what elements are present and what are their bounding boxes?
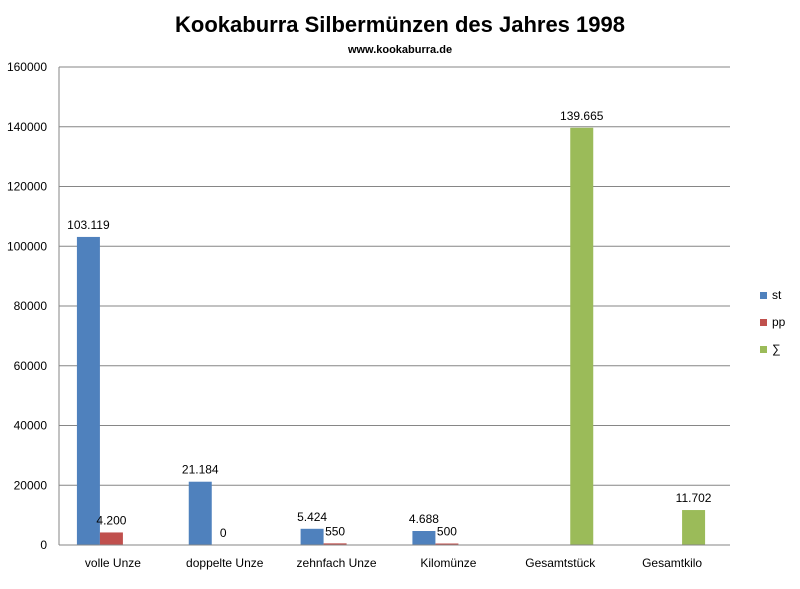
data-label: 550 bbox=[325, 524, 345, 538]
y-tick-label: 100000 bbox=[7, 239, 47, 253]
bar-st bbox=[300, 528, 324, 545]
data-label: 139.665 bbox=[560, 109, 604, 123]
x-category-label: doppelte Unze bbox=[186, 556, 264, 570]
data-label: 4.688 bbox=[409, 512, 439, 526]
data-label: 103.119 bbox=[67, 218, 110, 232]
legend-label: pp bbox=[772, 315, 786, 329]
y-tick-label: 140000 bbox=[7, 120, 47, 134]
bar-st bbox=[412, 530, 436, 545]
bar-st bbox=[188, 481, 212, 545]
data-label: 11.702 bbox=[676, 491, 712, 505]
bar-pp bbox=[99, 532, 123, 545]
data-label: 500 bbox=[437, 525, 457, 539]
legend-swatch bbox=[760, 346, 767, 353]
data-label: 4.200 bbox=[96, 513, 126, 527]
data-label: 5.424 bbox=[297, 510, 327, 524]
y-tick-label: 40000 bbox=[14, 419, 48, 433]
y-tick-label: 160000 bbox=[7, 60, 47, 74]
legend-label: st bbox=[772, 288, 782, 302]
bar-st bbox=[76, 236, 100, 545]
y-tick-label: 20000 bbox=[14, 478, 48, 492]
y-tick-label: 120000 bbox=[7, 180, 47, 194]
y-tick-label: 80000 bbox=[14, 299, 48, 313]
x-category-label: Gesamtstück bbox=[525, 556, 596, 570]
y-tick-label: 60000 bbox=[14, 359, 48, 373]
legend-label: ∑ bbox=[772, 342, 781, 356]
chart-title: Kookaburra Silbermünzen des Jahres 1998 bbox=[175, 12, 625, 37]
x-category-label: Kilomünze bbox=[420, 556, 476, 570]
bar-sum bbox=[570, 127, 594, 546]
legend-swatch bbox=[760, 292, 767, 299]
x-category-label: Gesamtkilo bbox=[642, 556, 702, 570]
y-tick-label: 0 bbox=[40, 538, 47, 552]
legend-swatch bbox=[760, 319, 767, 326]
data-label: 0 bbox=[220, 526, 227, 540]
bar-sum bbox=[682, 510, 706, 545]
data-label: 21.184 bbox=[182, 463, 219, 477]
chart-subtitle: www.kookaburra.de bbox=[347, 44, 453, 56]
bar-pp bbox=[435, 543, 459, 545]
x-category-label: volle Unze bbox=[85, 556, 141, 570]
x-category-label: zehnfach Unze bbox=[297, 556, 377, 570]
bar-pp bbox=[323, 543, 347, 545]
